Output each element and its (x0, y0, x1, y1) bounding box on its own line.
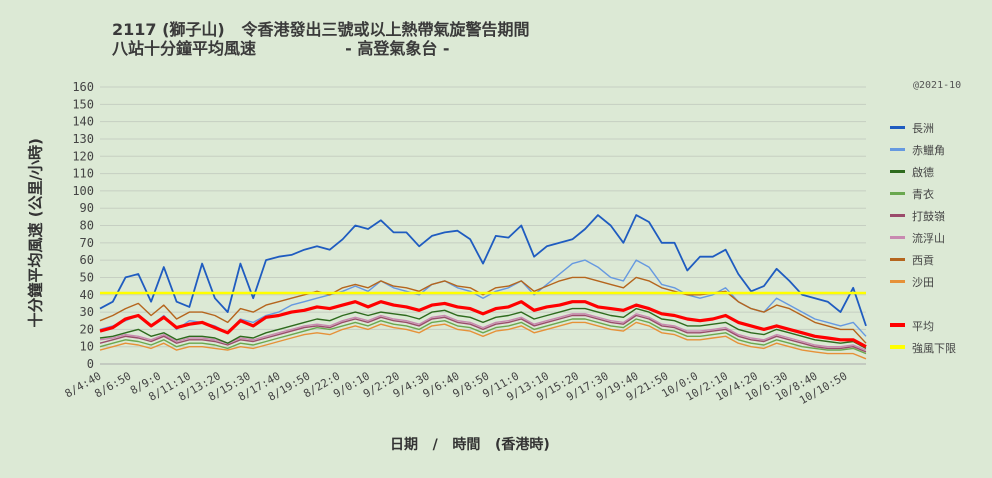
y-tick-label: 110 (72, 167, 94, 181)
legend-label: 強風下限 (912, 342, 956, 355)
x-axis-label: 日期 / 時間 (香港時) (390, 437, 550, 453)
y-tick-label: 150 (72, 97, 94, 111)
series-line-3 (99, 318, 867, 355)
y-tick-label: 100 (72, 184, 94, 198)
series-line-7 (99, 321, 867, 360)
y-tick-label: 0 (87, 357, 94, 371)
series-line-8 (99, 300, 867, 349)
legend-label: 啟德 (912, 166, 934, 179)
legend-swatch (890, 258, 905, 261)
legend-swatch (890, 126, 905, 129)
y-tick-label: 20 (80, 322, 94, 336)
legend-label: 赤鱲角 (912, 144, 945, 157)
legend-swatch (890, 148, 905, 151)
y-tick-label: 60 (80, 253, 94, 267)
y-tick-label: 70 (80, 236, 94, 250)
legend-label: 青衣 (912, 188, 934, 201)
legend-label: 沙田 (912, 276, 934, 289)
series-line-6 (99, 276, 867, 344)
series-line-2 (99, 307, 867, 350)
legend-label: 平均 (912, 320, 934, 333)
chart-title: 2117 (獅子山) 令香港發出三號或以上熱帶氣旋警告期間 八站十分鐘平均風速 … (112, 20, 529, 58)
legend-swatch (890, 280, 905, 283)
legend-swatch (890, 323, 905, 327)
legend-label: 長洲 (912, 122, 934, 135)
y-tick-label: 40 (80, 288, 94, 302)
legend-label: 打鼓嶺 (912, 210, 945, 223)
legend-swatch (890, 170, 905, 173)
legend-swatch (890, 345, 905, 349)
legend-swatch (890, 214, 905, 217)
series-line-4 (99, 314, 867, 353)
title-line-1: 2117 (獅子山) 令香港發出三號或以上熱帶氣旋警告期間 (112, 20, 530, 39)
y-tick-label: 10 (80, 340, 94, 354)
series-line-0 (99, 214, 867, 327)
title-line-2: 八站十分鐘平均風速 - 高登氣象台 - (112, 39, 450, 58)
y-tick-label: 80 (80, 219, 94, 233)
y-tick-label: 130 (72, 132, 94, 146)
y-tick-label: 90 (80, 201, 94, 215)
legend-label: 流浮山 (912, 232, 945, 245)
y-tick-label: 120 (72, 149, 94, 163)
y-tick-label: 160 (72, 80, 94, 94)
y-tick-label: 50 (80, 270, 94, 284)
legend-swatch (890, 192, 905, 195)
copyright-label: @2021-10 (913, 80, 962, 91)
y-tick-label: 30 (80, 305, 94, 319)
legend-label: 西貢 (912, 254, 934, 267)
y-tick-label: 140 (72, 115, 94, 129)
legend-swatch (890, 236, 905, 239)
